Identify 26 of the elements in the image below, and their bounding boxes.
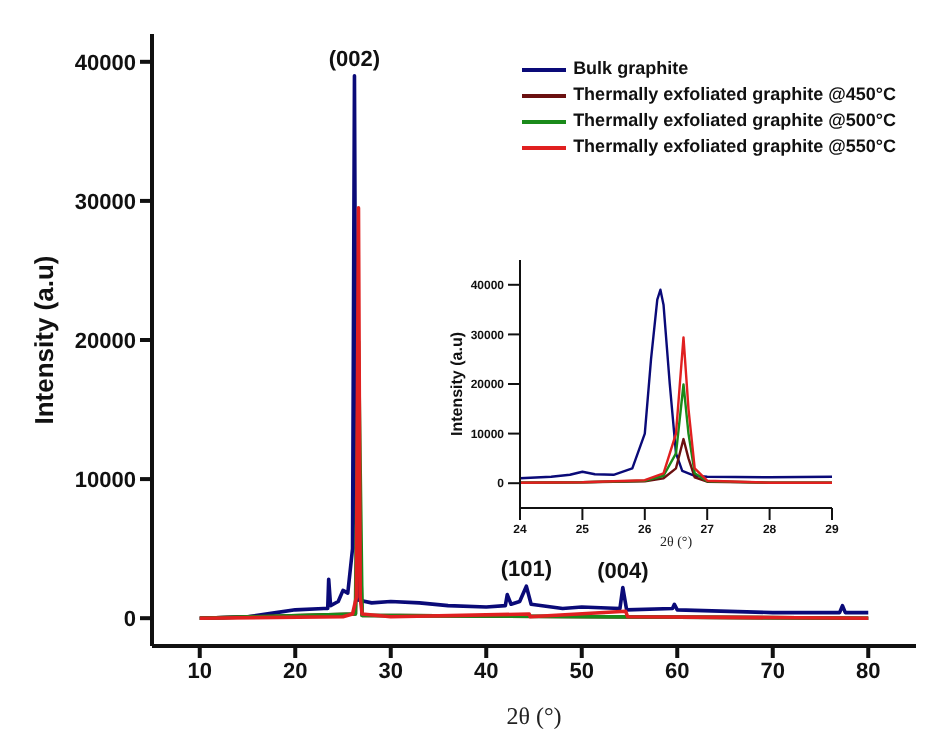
x-tick-label: 50	[569, 659, 594, 684]
x-tick-label: 20	[283, 659, 308, 684]
annotation: (004)	[597, 559, 650, 584]
y-tick-label: 10000	[74, 468, 136, 493]
y-axis-title: Intensity (a.u)	[448, 331, 466, 437]
x-tick-label: 30	[378, 659, 403, 684]
line-series	[520, 336, 832, 484]
y-tick-label: 0	[123, 607, 136, 632]
x-tick-label: 80	[856, 659, 881, 684]
y-axis-title: Intensity (a.u)	[29, 255, 59, 425]
y-tick-label: 40000	[74, 51, 136, 76]
legend-label: Thermally exfoliated graphite @550°C	[573, 134, 896, 160]
line-series	[520, 288, 832, 480]
legend-label: Thermally exfoliated graphite @500°C	[573, 108, 896, 134]
x-tick-label: 60	[665, 659, 690, 684]
legend-label: Bulk graphite	[573, 56, 689, 82]
x-tick-label: 10	[187, 659, 212, 684]
y-tick-label: 20000	[74, 329, 136, 354]
x-tick-label: 40	[474, 659, 499, 684]
line-series	[197, 206, 871, 620]
x-axis-title: 2θ (°)	[506, 701, 562, 730]
x-tick-label: 70	[760, 659, 785, 684]
annotation: (101)	[500, 558, 553, 583]
legend-label: Thermally exfoliated graphite @450°C	[573, 82, 896, 108]
y-tick-label: 30000	[74, 190, 136, 215]
annotation: (002)	[328, 47, 381, 72]
